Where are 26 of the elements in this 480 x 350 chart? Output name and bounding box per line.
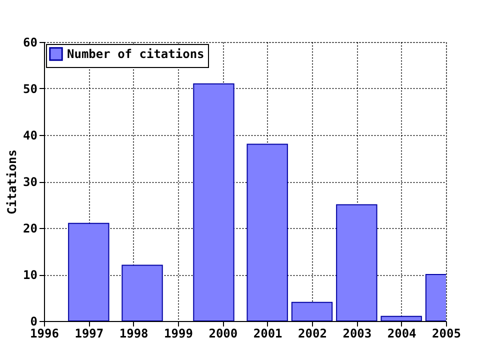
legend-label: Number of citations [67, 47, 204, 61]
bar [336, 204, 378, 321]
x-tick-label: 2000 [208, 326, 238, 340]
y-tick-label: 30 [23, 175, 38, 189]
y-tick-label: 40 [23, 128, 38, 142]
x-tick-label: 2003 [342, 326, 372, 340]
x-tick-label: 2001 [253, 326, 282, 340]
y-tick-label: 60 [23, 36, 38, 50]
y-axis-title: Citations [5, 149, 20, 215]
bar [68, 222, 110, 321]
x-tick-label: 1997 [74, 326, 104, 340]
bar [246, 144, 288, 321]
x-tick-label: 1999 [164, 326, 193, 340]
x-tick-label: 2002 [298, 326, 327, 340]
x-tick-label: 1998 [119, 326, 148, 340]
y-tick-label: 50 [23, 82, 38, 96]
x-tick-label: 2005 [432, 326, 461, 340]
y-tick-label: 20 [23, 222, 38, 236]
bar [291, 302, 333, 321]
x-tick-label: 2004 [387, 326, 416, 340]
bar [193, 83, 234, 321]
bar [122, 264, 163, 321]
y-tick-label: 10 [23, 268, 38, 282]
x-tick-label: 1996 [30, 326, 59, 340]
y-tick-label: 0 [30, 314, 38, 328]
bar [380, 316, 422, 321]
